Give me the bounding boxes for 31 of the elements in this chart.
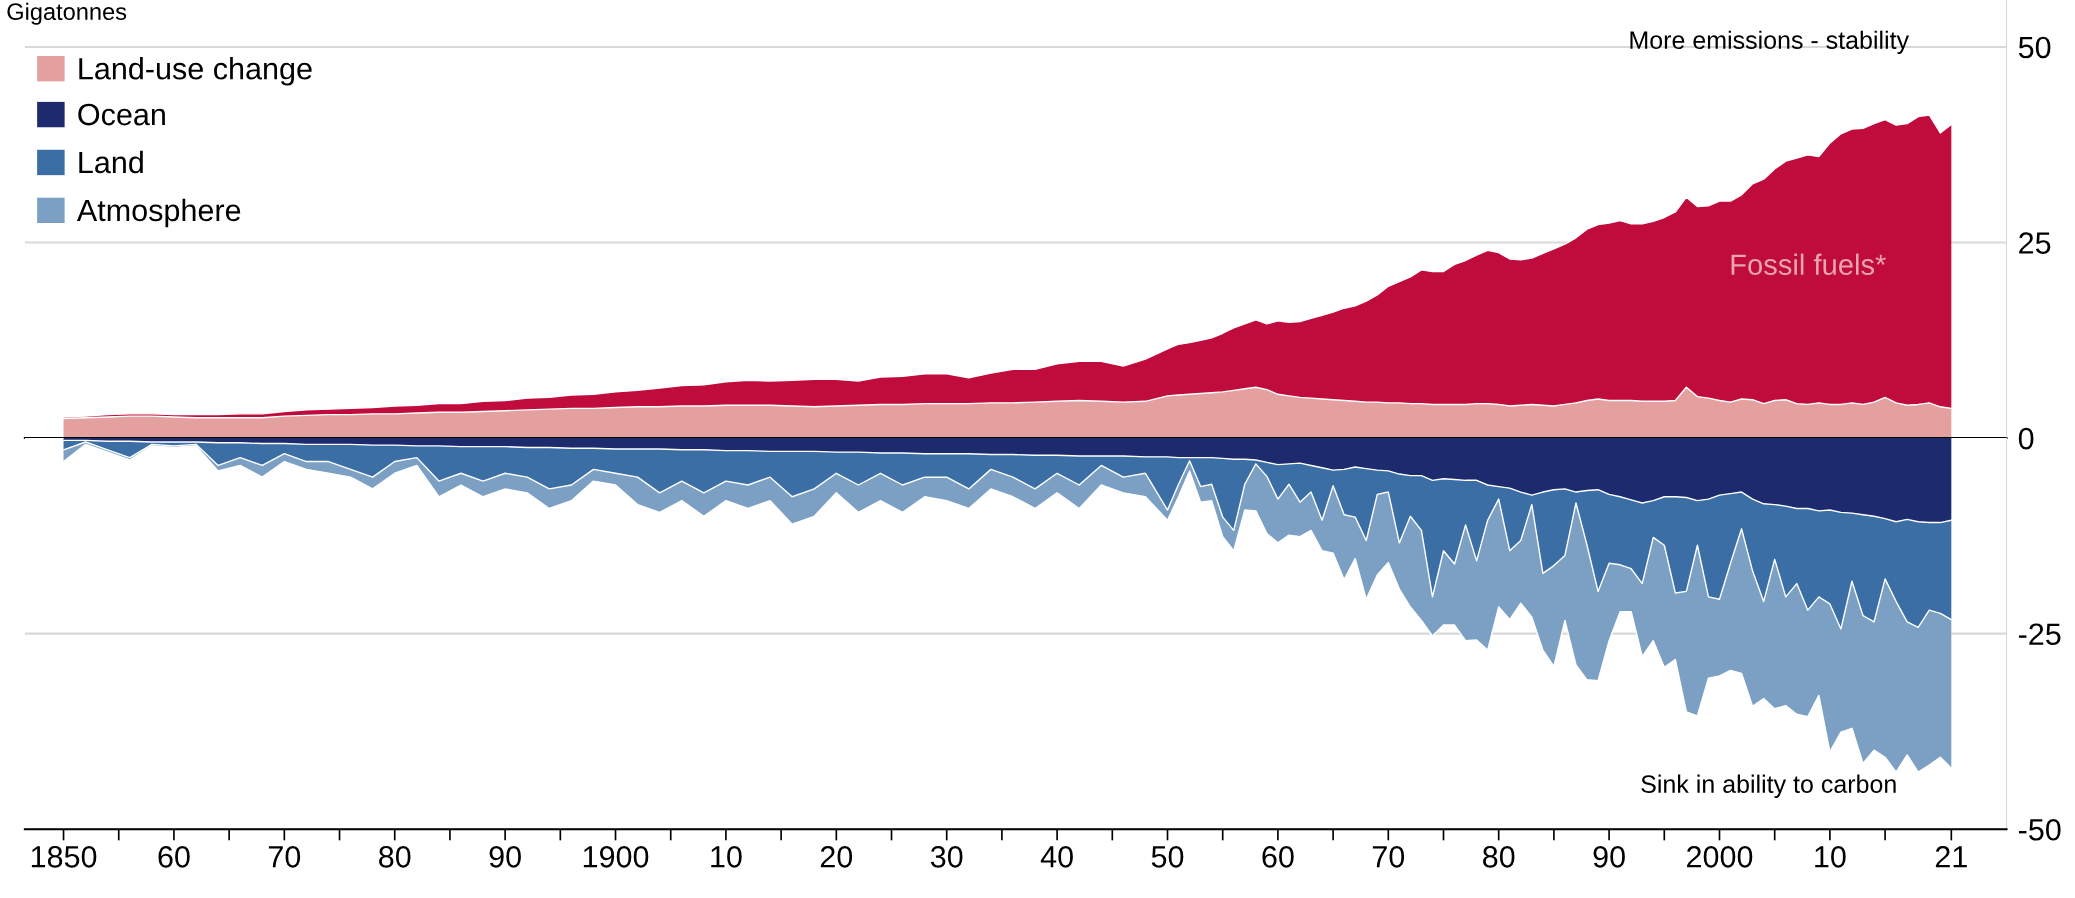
x-tick-label: 80 (379, 845, 411, 868)
x-tick-label: 90 (1593, 845, 1625, 868)
x-tick-label: 60 (1262, 845, 1294, 868)
legend-label: Land-use change (79, 57, 312, 86)
x-tick-label: 80 (1483, 845, 1515, 868)
y-tick-label: -50 (2018, 818, 2061, 841)
legend-label: Atmosphere (76, 198, 241, 228)
x-tick-label: 70 (268, 845, 301, 868)
x-tick-label: 1850 (31, 845, 97, 868)
x-tick-label: 70 (1372, 845, 1405, 868)
x-tick-label: 2000 (1687, 845, 1753, 868)
y-tick-label: -25 (2018, 623, 2061, 646)
y-axis-title: Gigatonnes (7, 2, 127, 25)
y-tick-label: 50 (2018, 36, 2051, 59)
series-label: Fossil fuels* (1731, 253, 1886, 276)
annotation: More emissions - stability (1630, 30, 1909, 54)
x-tick-label: 60 (158, 845, 190, 868)
legend-label: Land (79, 150, 143, 174)
x-tick-label: 10 (1815, 845, 1846, 868)
y-tick-label: 0 (2018, 427, 2034, 450)
x-tick-label: 50 (1151, 845, 1184, 868)
y-tick-label: 25 (2019, 232, 2051, 254)
x-tick-label: 30 (930, 845, 963, 868)
x-tick-label: 1900 (583, 845, 649, 868)
legend-label: Ocean (78, 103, 165, 126)
annotation: Sink in ability to carbon (1641, 774, 1896, 798)
x-tick-label: 40 (1040, 845, 1073, 868)
x-tick-label: 10 (711, 845, 742, 868)
x-tick-label: 21 (1935, 845, 1967, 868)
x-tick-label: 20 (820, 845, 853, 868)
x-tick-label: 90 (489, 845, 521, 868)
